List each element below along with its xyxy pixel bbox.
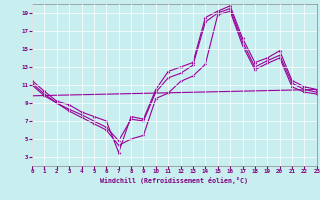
X-axis label: Windchill (Refroidissement éolien,°C): Windchill (Refroidissement éolien,°C): [100, 177, 248, 184]
